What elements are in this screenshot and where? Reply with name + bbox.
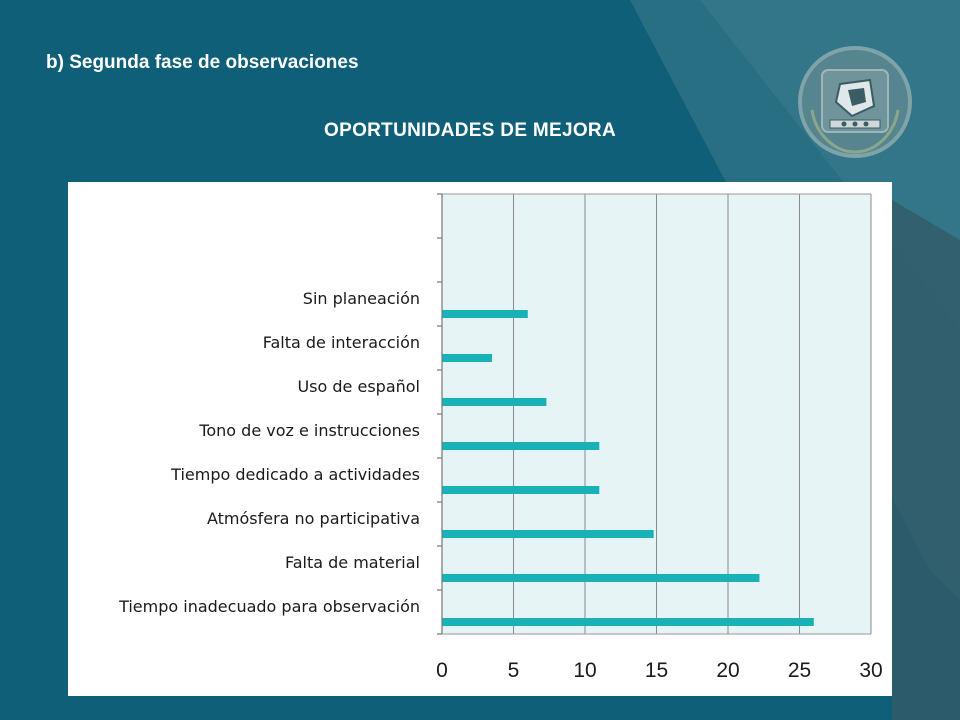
category-label: Falta de material [285, 553, 420, 572]
bar-chart: Sin planeación Falta de interacción Uso de… [118, 193, 883, 682]
x-tick-label: 20 [716, 659, 739, 682]
gridlines [442, 193, 872, 635]
category-label: Falta de interacción [263, 333, 420, 352]
chart-panel: Sin planeación Falta de interacción Uso de… [68, 182, 892, 696]
chart-title: OPORTUNIDADES DE MEJORA [324, 120, 616, 141]
bars [442, 310, 814, 626]
bar [442, 310, 528, 318]
x-tick-labels: 0 5 10 15 20 25 30 [436, 659, 883, 682]
bar [442, 574, 760, 582]
bar [442, 398, 547, 406]
bar [442, 618, 814, 626]
university-seal-icon [797, 45, 913, 159]
x-tick-label: 5 [508, 659, 520, 682]
slide-title: b) Segunda fase de observaciones [46, 52, 359, 73]
bar [442, 486, 600, 494]
category-label: Tiempo dedicado a actividades [170, 465, 420, 484]
bar [442, 354, 493, 362]
category-labels: Sin planeación Falta de interacción Uso de… [118, 289, 420, 616]
bar [442, 530, 654, 538]
x-tick-label: 30 [859, 659, 882, 682]
category-label: Uso de español [297, 377, 420, 396]
category-label: Tono de voz e instrucciones [198, 421, 420, 440]
bar [442, 442, 600, 450]
y-axis [437, 193, 443, 635]
category-label: Sin planeación [303, 289, 420, 308]
category-label: Atmósfera no participativa [207, 509, 420, 528]
x-tick-label: 25 [788, 659, 811, 682]
x-tick-label: 10 [573, 659, 596, 682]
category-label: Tiempo inadecuado para observación [118, 597, 420, 616]
x-tick-label: 0 [436, 659, 448, 682]
x-tick-label: 15 [645, 659, 668, 682]
